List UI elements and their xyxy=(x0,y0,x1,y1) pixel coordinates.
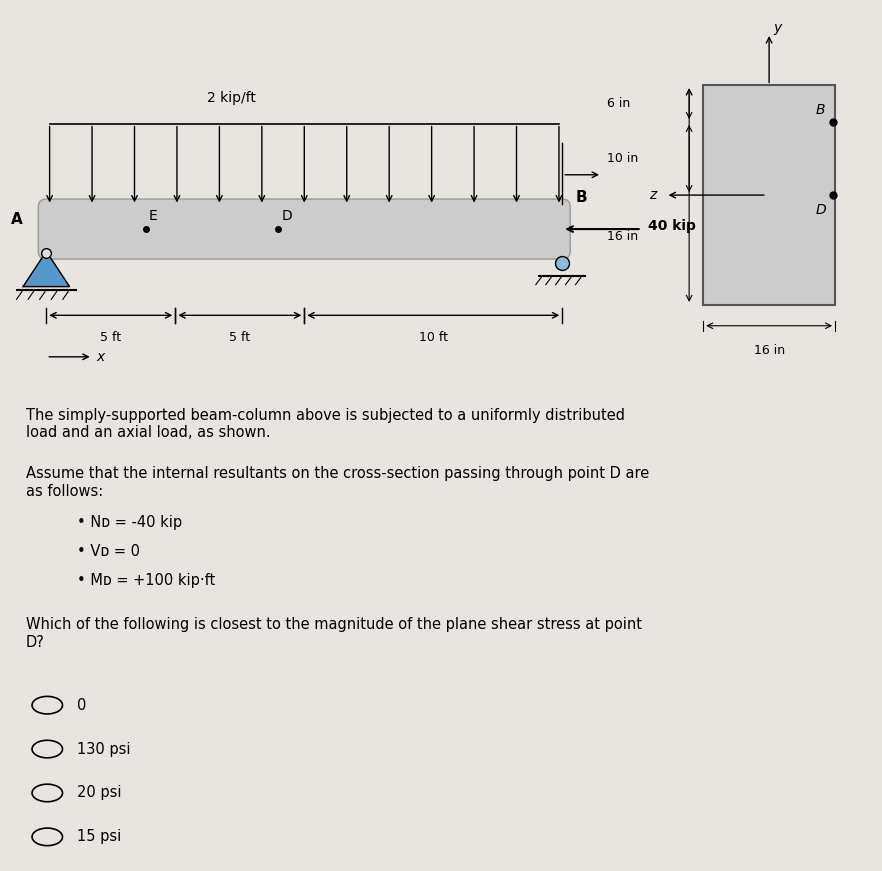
Text: Assume that the internal resultants on the cross-section passing through point D: Assume that the internal resultants on t… xyxy=(26,466,649,498)
Bar xyxy=(703,85,835,305)
Text: • Vᴅ = 0: • Vᴅ = 0 xyxy=(77,544,140,559)
Text: B: B xyxy=(816,103,826,117)
Text: The simply-supported beam-column above is subjected to a uniformly distributed
l: The simply-supported beam-column above i… xyxy=(26,408,625,440)
Text: 40 kip: 40 kip xyxy=(648,219,696,233)
Text: 16 in: 16 in xyxy=(753,344,785,357)
Text: z: z xyxy=(649,188,656,202)
Text: x: x xyxy=(96,350,104,364)
Text: 15 psi: 15 psi xyxy=(77,829,121,844)
Text: 2 kip/ft: 2 kip/ft xyxy=(207,91,256,105)
Text: • Mᴅ = +100 kip·ft: • Mᴅ = +100 kip·ft xyxy=(77,573,215,589)
Text: 5 ft: 5 ft xyxy=(101,331,122,344)
Text: • Nᴅ = -40 kip: • Nᴅ = -40 kip xyxy=(77,515,182,530)
Text: 0: 0 xyxy=(77,698,86,712)
Polygon shape xyxy=(23,252,70,287)
Text: B: B xyxy=(575,190,587,205)
Text: 5 ft: 5 ft xyxy=(229,331,250,344)
Text: 20 psi: 20 psi xyxy=(77,786,122,800)
Text: 10 ft: 10 ft xyxy=(419,331,448,344)
Text: Which of the following is closest to the magnitude of the plane shear stress at : Which of the following is closest to the… xyxy=(26,618,642,650)
Text: D: D xyxy=(816,203,826,217)
Text: A: A xyxy=(11,212,22,227)
Text: 6 in: 6 in xyxy=(607,98,630,110)
Text: E: E xyxy=(149,209,158,223)
FancyBboxPatch shape xyxy=(39,199,570,259)
Text: D: D xyxy=(281,209,292,223)
Text: y: y xyxy=(774,21,782,35)
Text: 16 in: 16 in xyxy=(607,231,638,243)
Text: 10 in: 10 in xyxy=(607,152,638,165)
Text: 130 psi: 130 psi xyxy=(77,741,131,757)
